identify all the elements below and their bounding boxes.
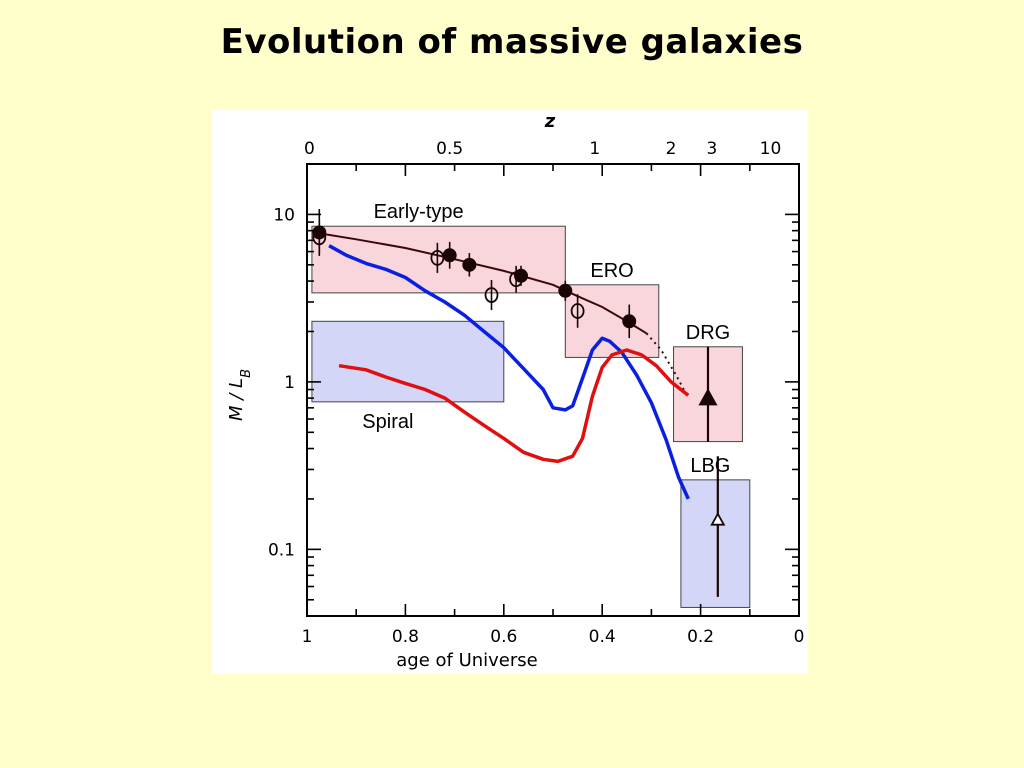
data-points <box>312 209 726 597</box>
x-axis-title: age of Universe <box>396 650 538 671</box>
axis-tick-labels: 1 0.8 0.6 0.4 0.2 0 10 1 0.1 0 0.5 1 2 3 10 <box>268 139 804 647</box>
x-tick-label-2: 0.6 <box>490 627 517 647</box>
x-tick-label-5: 0 <box>794 627 805 647</box>
chart-figure: 1 0.8 0.6 0.4 0.2 0 10 1 0.1 0 0.5 1 2 3 10 Early-type… <box>212 110 808 674</box>
open-data-point-2 <box>509 271 524 288</box>
chart-svg: 1 0.8 0.6 0.4 0.2 0 10 1 0.1 0 0.5 1 2 3 10 Early-type… <box>226 111 804 671</box>
region-label-drg: DRG <box>686 322 730 344</box>
region-label-spiral: Spiral <box>362 411 413 433</box>
open-data-point-4 <box>570 303 585 319</box>
top-axis-title: z <box>544 111 556 132</box>
region-box-lbg <box>680 479 751 608</box>
y-axis-title: M / LB <box>226 369 254 421</box>
region-box-spiral <box>311 320 505 403</box>
filled-data-point-1 <box>442 248 457 263</box>
filled-data-point-2 <box>462 257 477 272</box>
open-data-point-1 <box>430 249 445 266</box>
region-box-ero <box>564 284 660 358</box>
z-tick-label-1: 0.5 <box>436 139 463 159</box>
open-data-point-3 <box>484 287 499 303</box>
x-tick-label-1: 0.8 <box>392 627 419 647</box>
z-tick-label-2: 1 <box>589 139 600 159</box>
lbg-triangle-marker-0 <box>710 512 726 526</box>
z-tick-label-5: 10 <box>760 139 782 159</box>
early-type-fit-line <box>314 231 648 335</box>
z-tick-label-0: 0 <box>304 139 315 159</box>
y-tick-label-1: 1 <box>284 373 295 393</box>
model-curves <box>314 231 690 500</box>
z-tick-label-3: 2 <box>666 139 677 159</box>
x-tick-label-4: 0.2 <box>687 627 714 647</box>
y-tick-label-0: 10 <box>273 205 295 225</box>
region-label-ero: ERO <box>590 260 633 282</box>
axis-ticks <box>306 164 800 616</box>
drg-triangle-marker-0 <box>698 388 718 406</box>
x-tick-label-3: 0.4 <box>589 627 616 647</box>
open-data-point-0 <box>312 229 327 246</box>
early-type-fit-extrapolation <box>645 332 690 399</box>
x-tick-label-0: 1 <box>302 627 313 647</box>
filled-data-point-4 <box>558 283 573 298</box>
z-tick-label-4: 3 <box>707 139 718 159</box>
blue-model-curve <box>328 244 690 500</box>
region-label-lbg: LBG <box>690 455 730 477</box>
y-tick-label-2: 0.1 <box>268 540 295 560</box>
slide-title: Evolution of massive galaxies <box>220 22 804 62</box>
filled-data-point-5 <box>622 314 637 329</box>
region-box-early-type <box>311 225 566 294</box>
region-labels: Early-type ERO DRG Spiral LBG <box>362 201 730 477</box>
region-label-early-type: Early-type <box>374 201 464 223</box>
red-model-curve <box>338 348 690 464</box>
